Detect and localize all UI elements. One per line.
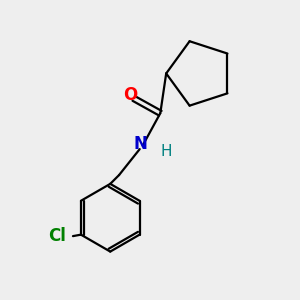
Text: N: N — [133, 135, 147, 153]
Text: O: O — [123, 86, 137, 104]
Text: H: H — [160, 144, 172, 159]
Text: Cl: Cl — [48, 227, 66, 245]
